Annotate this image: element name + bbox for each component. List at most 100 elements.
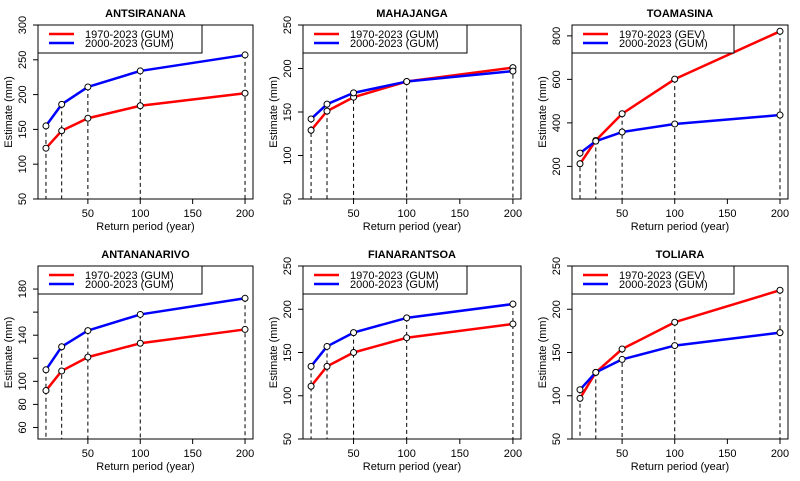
x-tick-label: 200: [504, 208, 522, 220]
data-point: [307, 126, 315, 134]
data-point: [350, 349, 358, 356]
data-point: [323, 362, 331, 370]
legend-box: [37, 265, 203, 295]
y-tick-label: 200: [551, 157, 563, 175]
legend-label: 1970-2023 (GUM): [350, 270, 439, 282]
data-point: [592, 137, 600, 145]
x-axis-label: Return period (year): [631, 221, 729, 233]
series-line-2000-2023-gum: [310, 302, 514, 368]
y-tick-label: 150: [551, 343, 563, 361]
series-line-1970-2023-gum: [45, 91, 246, 150]
x-tick-label: 100: [398, 448, 416, 460]
y-tick-label: 180: [17, 280, 29, 298]
chart-title: TOLIARA: [656, 249, 705, 261]
y-tick-label: 50: [17, 193, 29, 205]
legend-label: 2000-2023 (GUM): [350, 38, 439, 50]
data-point: [84, 114, 92, 122]
y-tick-label: 50: [282, 433, 294, 445]
y-tick-label: 150: [17, 120, 29, 138]
data-point: [618, 355, 626, 363]
y-tick-label: 200: [282, 300, 294, 318]
y-tick-label: 100: [551, 387, 563, 405]
data-point: [241, 325, 249, 333]
data-point: [776, 27, 784, 35]
chart-title: ANTANANARIVO: [101, 249, 190, 261]
legend: 1970-2023 (GUM)2000-2023 (GUM): [37, 24, 203, 54]
data-point: [350, 89, 358, 97]
legend-box: [302, 24, 468, 54]
y-tick-label: 600: [551, 70, 563, 88]
x-tick-label: 50: [347, 448, 359, 460]
x-axis-label: Return period (year): [631, 461, 729, 473]
legend: 1970-2023 (GEV)2000-2023 (GUM): [571, 265, 735, 295]
y-axis-label: Estimate (mm): [537, 317, 549, 389]
legend-label: 2000-2023 (GUM): [619, 38, 708, 50]
data-point: [576, 394, 584, 402]
data-point: [58, 127, 66, 135]
series-line-1970-2023-gum: [310, 322, 514, 388]
x-tick-label: 200: [504, 448, 522, 460]
data-point: [618, 345, 626, 353]
data-point: [671, 318, 679, 326]
x-axis-label: Return period (year): [96, 461, 194, 473]
data-point: [58, 100, 66, 108]
y-tick-label: 200: [282, 59, 294, 77]
data-point: [618, 110, 626, 118]
y-tick-label: 50: [282, 193, 294, 205]
y-tick-label: 140: [17, 326, 29, 344]
x-tick-label: 100: [131, 208, 149, 220]
data-point: [136, 102, 144, 110]
x-tick-label: 100: [131, 448, 149, 460]
data-point: [403, 78, 411, 86]
y-axis-label: Estimate (mm): [3, 76, 15, 148]
data-point: [592, 368, 600, 376]
legend-box: [571, 265, 735, 295]
y-tick-label: 100: [17, 372, 29, 390]
y-tick-label: 200: [17, 85, 29, 103]
legend-box: [571, 24, 735, 54]
x-tick-label: 150: [718, 208, 736, 220]
legend: 1970-2023 (GUM)2000-2023 (GUM): [302, 265, 468, 295]
x-tick-label: 150: [451, 448, 469, 460]
data-point: [509, 320, 517, 328]
x-tick-label: 150: [718, 448, 736, 460]
data-point: [84, 327, 92, 335]
x-tick-label: 150: [451, 208, 469, 220]
data-point: [776, 111, 784, 119]
x-tick-label: 150: [183, 208, 201, 220]
x-axis-label: Return period (year): [363, 221, 461, 233]
x-tick-label: 200: [771, 208, 789, 220]
data-point: [58, 367, 66, 375]
y-tick-label: 250: [551, 257, 563, 275]
legend-label: 2000-2023 (GUM): [85, 279, 174, 291]
data-point: [576, 149, 584, 157]
legend: 1970-2023 (GUM)2000-2023 (GUM): [302, 24, 468, 54]
data-point: [323, 107, 331, 115]
data-point: [576, 386, 584, 394]
y-tick-label: 300: [17, 16, 29, 34]
legend-label: 1970-2023 (GUM): [350, 29, 439, 41]
data-point: [136, 339, 144, 347]
data-point: [241, 51, 249, 59]
series-line-2000-2023-gum: [44, 53, 246, 127]
x-tick-label: 100: [398, 208, 416, 220]
y-axis-label: Estimate (mm): [537, 76, 549, 148]
x-tick-label: 200: [236, 448, 254, 460]
y-tick-label: 100: [282, 146, 294, 164]
data-point: [307, 115, 315, 123]
y-tick-label: 50: [551, 433, 563, 445]
x-axis-label: Return period (year): [363, 461, 461, 473]
data-point: [84, 83, 92, 91]
y-tick-label: 250: [282, 16, 294, 34]
y-tick-label: 100: [282, 387, 294, 405]
data-point: [671, 342, 679, 350]
data-point: [776, 286, 784, 294]
data-point: [307, 362, 315, 370]
y-tick-label: 400: [551, 114, 563, 132]
y-tick-label: 150: [282, 343, 294, 361]
data-point: [42, 144, 50, 152]
panel-antananarivo: ANTANANARIVO 50 100 150 200 Return period (ye…: [3, 249, 254, 473]
x-tick-label: 200: [236, 208, 254, 220]
data-point: [509, 300, 517, 308]
